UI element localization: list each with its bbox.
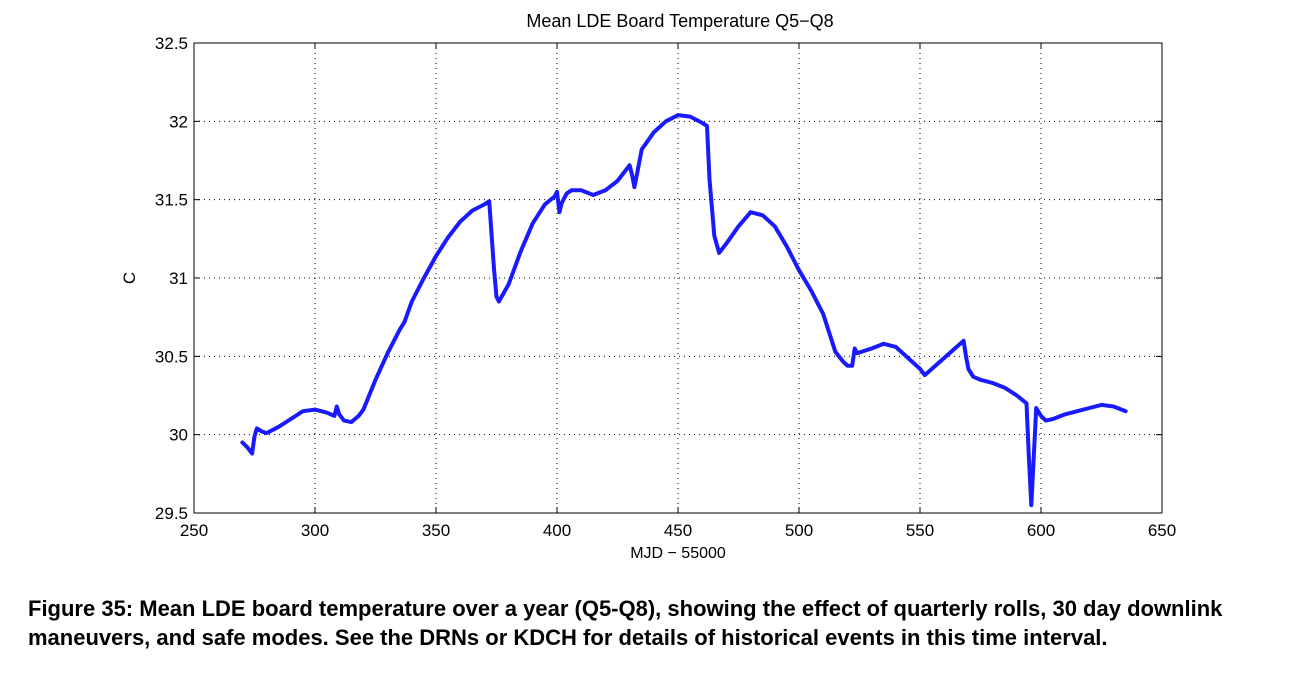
x-axis-label: MJD − 55000 [630, 545, 726, 562]
chart-title: Mean LDE Board Temperature Q5−Q8 [526, 11, 833, 31]
x-tick-label: 600 [1027, 521, 1055, 540]
y-tick-label: 30.5 [155, 347, 188, 366]
plot-frame [193, 42, 1163, 514]
x-tick-label: 400 [543, 521, 571, 540]
x-tick-label: 500 [785, 521, 813, 540]
x-tick-label: 350 [422, 521, 450, 540]
temperature-chart: Mean LDE Board Temperature Q5−Q8 250 300 3… [120, 11, 1176, 562]
chart-ticks: 250 300 350 400 450 500 550 600 650 29.5 30 30.5 31 3… [155, 34, 1176, 540]
y-tick-label: 29.5 [155, 504, 188, 523]
y-tick-label: 31.5 [155, 191, 188, 210]
figure-caption: Figure 35: Mean LDE board temperature ov… [28, 596, 1223, 650]
chart-data-layer [240, 113, 1128, 508]
temperature-series-line [240, 113, 1128, 508]
x-tick-label: 300 [301, 521, 329, 540]
x-tick-label: 550 [906, 521, 934, 540]
y-tick-label: 32 [169, 112, 188, 131]
y-tick-label: 31 [169, 269, 188, 288]
y-tick-label: 32.5 [155, 34, 188, 53]
y-axis-label: C [120, 272, 139, 284]
y-tick-label: 30 [169, 426, 188, 445]
x-tick-label: 250 [180, 521, 208, 540]
x-tick-label: 450 [664, 521, 692, 540]
chart-gridlines [194, 43, 1162, 513]
x-tick-label: 650 [1148, 521, 1176, 540]
